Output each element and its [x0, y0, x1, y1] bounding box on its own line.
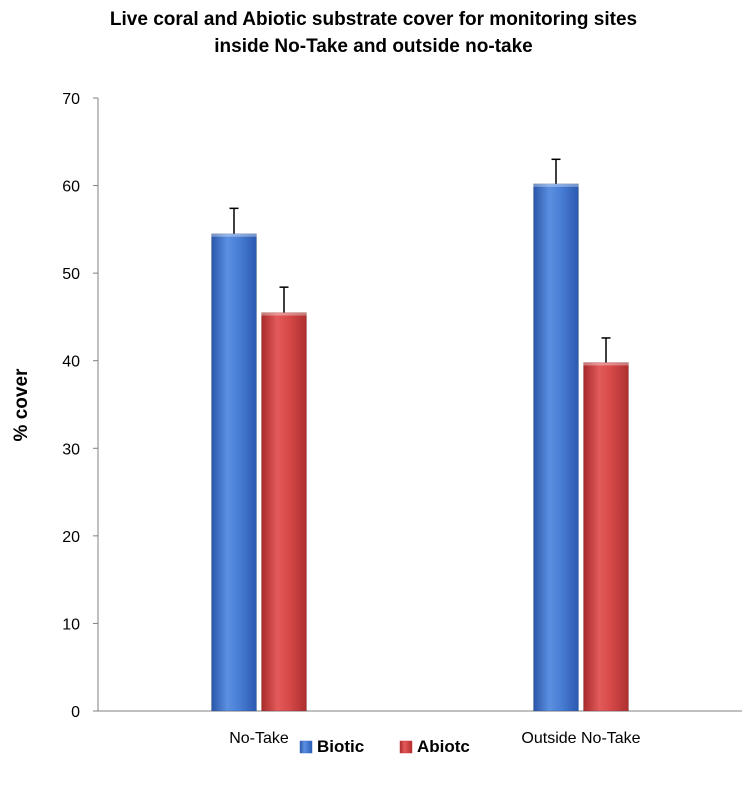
- x-category-label: Outside No-Take: [521, 730, 640, 747]
- bar-abiotc-0: [261, 312, 307, 712]
- bar-abiotc-1: [583, 362, 629, 712]
- chart-title-line-1: Live coral and Abiotic substrate cover f…: [109, 9, 638, 30]
- y-tick-label: 30: [62, 441, 80, 458]
- chart-title: Live coral and Abiotic substrate cover f…: [0, 6, 747, 60]
- y-tick-label: 10: [62, 616, 80, 633]
- bar-biotic-1: [533, 183, 579, 712]
- legend-swatch: [399, 740, 413, 754]
- legend-swatch: [299, 740, 313, 754]
- bar-cap: [211, 233, 257, 237]
- bar-cap: [261, 312, 307, 316]
- legend: Biotic Abiotc: [299, 737, 470, 756]
- y-tick-label: 20: [62, 529, 80, 546]
- bars: [211, 158, 629, 712]
- bar-cap: [583, 362, 629, 366]
- y-axis-label: % cover: [11, 368, 32, 441]
- legend-label: Abiotc: [417, 737, 470, 756]
- bar-cap: [533, 183, 579, 187]
- legend-label: Biotic: [317, 737, 364, 756]
- y-tick-label: 40: [62, 354, 80, 371]
- y-tick-label: 0: [71, 704, 80, 721]
- axes: [93, 97, 742, 712]
- y-tick-label: 50: [62, 266, 80, 283]
- legend-item-biotic: Biotic: [299, 737, 364, 756]
- labels: 0 10 20 30 40 50 60 70 No-Take Outside No-Take: [62, 91, 640, 747]
- y-tick-label: 60: [62, 179, 80, 196]
- bar-biotic-0: [211, 233, 257, 712]
- y-tick-label: 70: [62, 91, 80, 108]
- chart-title-line-2: inside No-Take and outside no-take: [214, 36, 533, 57]
- x-category-label: No-Take: [229, 730, 289, 747]
- legend-item-abiotc: Abiotc: [399, 737, 470, 756]
